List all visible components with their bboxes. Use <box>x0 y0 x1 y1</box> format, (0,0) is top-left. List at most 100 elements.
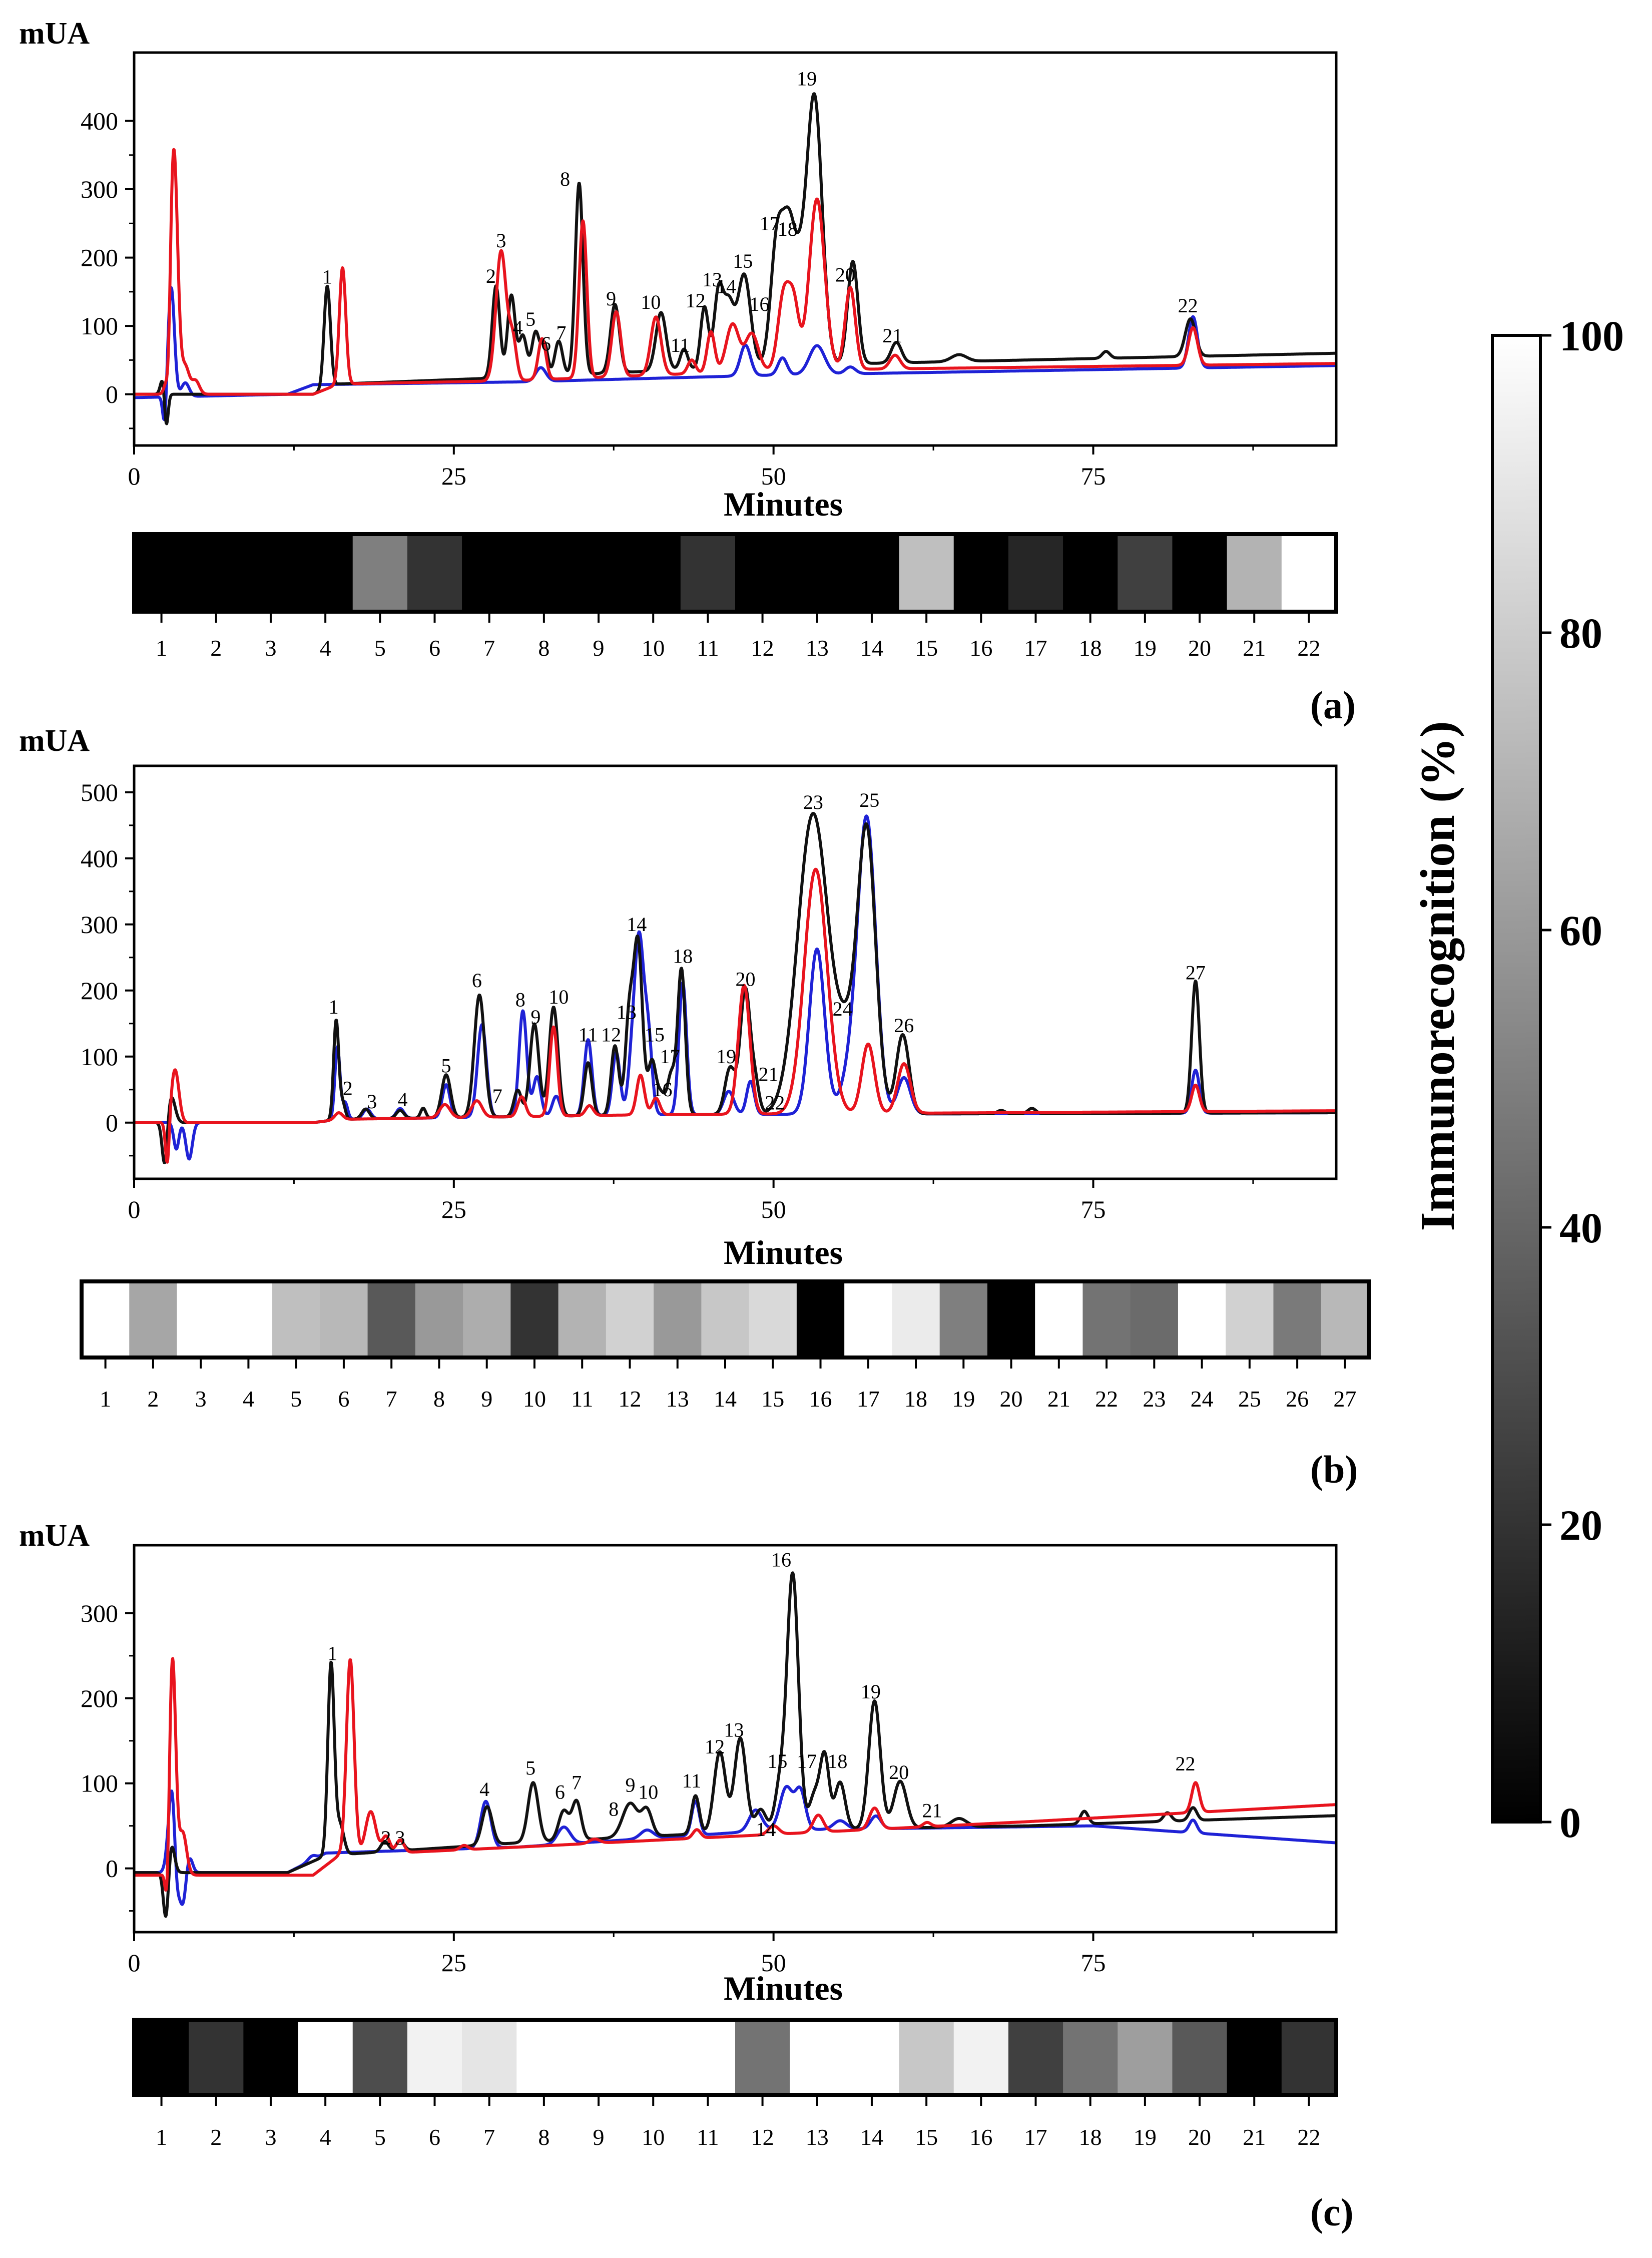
peak-label: 18 <box>827 1750 847 1772</box>
strip-cell <box>626 534 681 612</box>
panel-b-immunorecognition-strip: 1 2 3 4 5 6 7 8 9 10 11 12 13 14 15 16 17 18 19 20 21 22 23 24 2… <box>80 1279 1371 1412</box>
peak-label: 18 <box>673 945 693 967</box>
strip-cell <box>701 1281 750 1358</box>
strip-cell <box>177 1281 225 1358</box>
strip-cell <box>407 534 462 612</box>
peak-label: 12 <box>686 289 706 312</box>
strip-cell <box>571 534 627 612</box>
peak-label: 12 <box>705 1735 725 1758</box>
peak-label: 14 <box>756 1818 776 1841</box>
peak-label: 8 <box>560 168 570 190</box>
series-line-red <box>134 148 1336 396</box>
strip-label: 26 <box>1286 1386 1309 1412</box>
strip-label: 10 <box>642 635 665 661</box>
strip-label: 18 <box>904 1386 927 1412</box>
peak-label: 3 <box>395 1827 405 1849</box>
x-tick-label: 25 <box>441 1949 466 1977</box>
panel-c-immunorecognition-strip: 1 2 3 4 5 6 7 8 9 10 11 12 13 14 15 16 17 18 19 20 21 22 <box>132 2018 1338 2150</box>
strip-label: 25 <box>1238 1386 1261 1412</box>
plot-frame <box>133 51 1338 447</box>
panel-b-ylabel: mUA <box>19 724 90 758</box>
strip-cell <box>1281 534 1337 612</box>
panel-a-ylabel: mUA <box>19 17 90 51</box>
strip-cell <box>654 1281 702 1358</box>
strip-label: 18 <box>1079 635 1102 661</box>
strip-cell <box>272 1281 320 1358</box>
strip-label: 6 <box>429 635 440 661</box>
series-line-blue <box>134 286 1336 421</box>
panel-c-xlabel: Minutes <box>724 1969 843 2007</box>
strip-label: 9 <box>593 635 605 661</box>
peak-label: 6 <box>472 969 482 992</box>
strip-label: 1 <box>156 635 167 661</box>
strip-label: 13 <box>806 635 829 661</box>
strip-label: 16 <box>809 1386 832 1412</box>
x-tick-label: 0 <box>128 1949 141 1977</box>
strip-label: 4 <box>243 1386 254 1412</box>
series-line-red <box>134 1657 1336 1892</box>
peak-label: 16 <box>652 1078 672 1101</box>
strip-label: 4 <box>320 2124 331 2150</box>
strip-frame <box>80 1279 1371 1360</box>
strip-cell <box>1281 2020 1337 2095</box>
peak-label: 12 <box>601 1023 621 1046</box>
peak-label: 2 <box>381 1827 391 1849</box>
x-tick-label: 25 <box>441 1195 466 1223</box>
peak-label: 4 <box>513 316 523 338</box>
strip-label: 19 <box>952 1386 975 1412</box>
strip-cell <box>516 534 572 612</box>
panel-c-letter: (c) <box>1310 2190 1354 2234</box>
strip-cell <box>189 2020 244 2095</box>
strip-label: 14 <box>714 1386 737 1412</box>
strip-label: 3 <box>265 2124 276 2150</box>
panel-a-letter: (a) <box>1310 683 1356 727</box>
peak-label: 3 <box>367 1090 377 1113</box>
strip-cell <box>790 2020 845 2095</box>
peak-label: 13 <box>702 268 722 291</box>
strip-label: 22 <box>1095 1386 1118 1412</box>
x-tick-label: 75 <box>1080 1949 1106 1977</box>
peak-label: 2 <box>343 1077 353 1099</box>
strip-label: 14 <box>860 635 883 661</box>
peak-label: 11 <box>682 1769 702 1792</box>
strip-frame <box>132 532 1338 614</box>
strip-cell <box>352 534 408 612</box>
peak-label: 21 <box>922 1799 942 1822</box>
peak-label: 14 <box>716 275 736 298</box>
strip-cell <box>1082 1281 1131 1358</box>
strip-label: 9 <box>593 2124 605 2150</box>
y-tick-label: 0 <box>106 380 118 408</box>
strip-cell <box>626 2020 681 2095</box>
strip-label: 27 <box>1333 1386 1356 1412</box>
strip-label: 8 <box>538 635 549 661</box>
series-line-red <box>134 867 1336 1164</box>
strip-label: 17 <box>1024 635 1047 661</box>
plot-frame <box>133 1544 1338 1934</box>
strip-cell <box>1172 534 1228 612</box>
strip-label: 19 <box>1134 2124 1157 2150</box>
strip-label: 3 <box>195 1386 207 1412</box>
strip-cell <box>1063 2020 1118 2095</box>
y-tick-label: 0 <box>106 1855 118 1883</box>
peak-label: 26 <box>894 1014 914 1037</box>
colorbar-gradient <box>1491 334 1542 1824</box>
strip-label: 1 <box>100 1386 111 1412</box>
strip-label: 16 <box>969 2124 992 2150</box>
strip-label: 24 <box>1191 1386 1214 1412</box>
peak-label: 2 <box>486 265 496 287</box>
peak-label: 5 <box>525 308 535 330</box>
strip-cell <box>735 2020 790 2095</box>
peak-label: 20 <box>835 263 855 286</box>
series-line-black <box>134 1571 1336 1918</box>
strip-label: 10 <box>642 2124 665 2150</box>
strip-cell <box>298 2020 353 2095</box>
strip-label: 2 <box>147 1386 159 1412</box>
strip-cell <box>1227 2020 1282 2095</box>
y-tick-label: 300 <box>81 175 118 203</box>
strip-label: 21 <box>1243 635 1266 661</box>
y-tick-label: 0 <box>106 1109 118 1137</box>
